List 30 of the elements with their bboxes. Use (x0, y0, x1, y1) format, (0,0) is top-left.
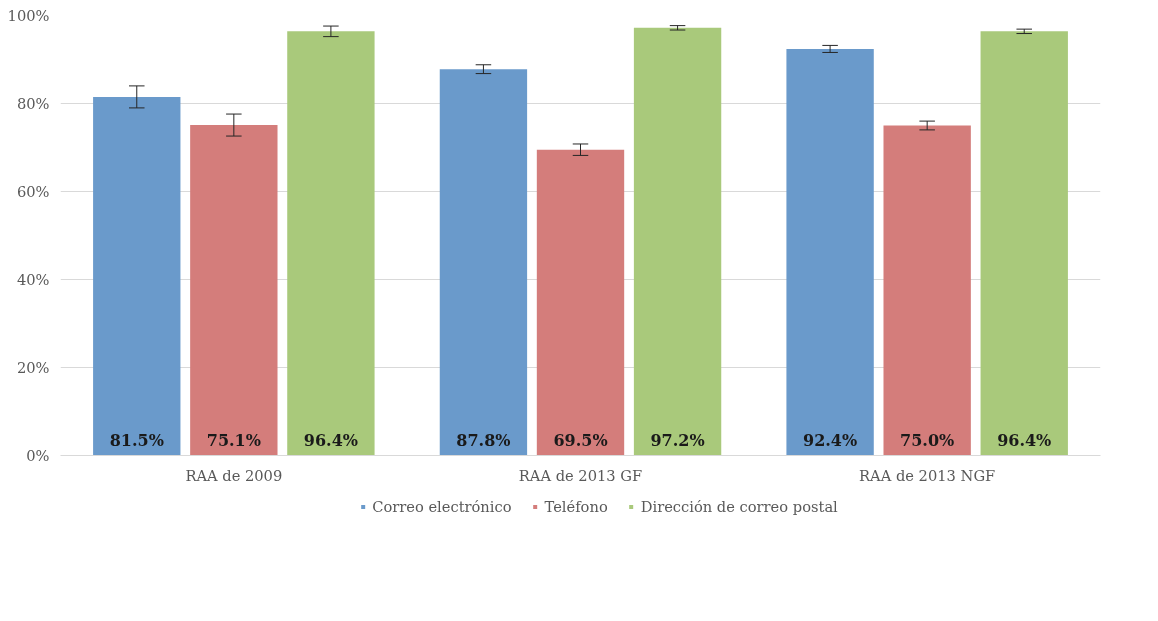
data-label: 69.5% (553, 430, 608, 450)
data-label: 92.4% (803, 430, 858, 450)
x-tick-label: RAA de 2013 NGF (859, 466, 996, 484)
bar (93, 96, 181, 456)
data-label: 97.2% (650, 430, 705, 450)
data-label: 96.4% (997, 430, 1052, 450)
legend-label: Dirección de correo postal (640, 497, 838, 515)
bar (287, 31, 375, 456)
bar (633, 27, 722, 456)
bar (980, 31, 1068, 456)
bar (883, 125, 971, 456)
y-tick-label: 100% (7, 7, 50, 24)
y-tick-label: 80% (16, 95, 50, 112)
y-tick-label: 20% (16, 359, 50, 376)
x-tick-label: RAA de 2009 (185, 466, 283, 484)
y-tick-label: 0% (26, 447, 50, 464)
y-tick-label: 60% (16, 183, 50, 200)
legend-label: Teléfono (544, 497, 608, 515)
bar (190, 125, 278, 456)
data-label: 81.5% (109, 430, 164, 450)
data-label: 96.4% (303, 430, 358, 450)
bar (536, 149, 625, 456)
x-tick-label: RAA de 2013 GF (518, 466, 643, 484)
y-tick-label: 40% (16, 271, 50, 288)
data-label: 75.1% (206, 430, 261, 450)
data-label: 75.0% (900, 430, 955, 450)
legend-label: Correo electrónico (372, 497, 512, 515)
bar (786, 48, 874, 456)
bar (439, 69, 528, 456)
data-label: 87.8% (456, 430, 511, 450)
